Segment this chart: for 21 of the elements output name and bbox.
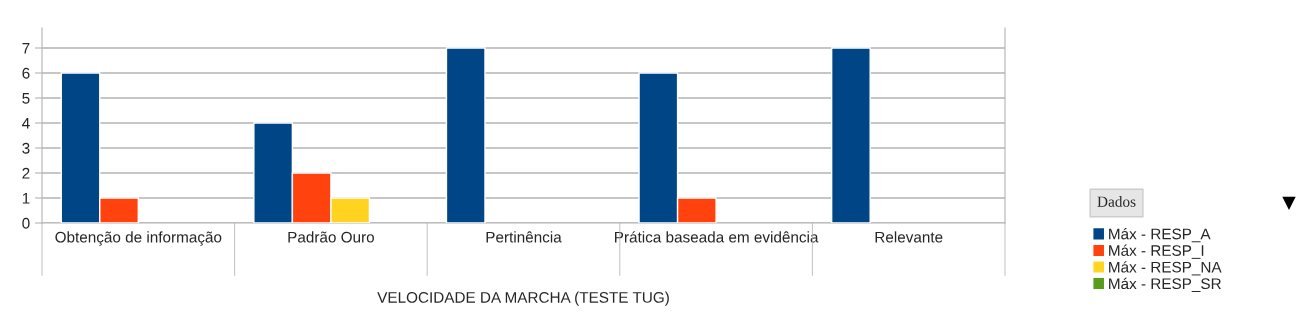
bar [830, 47, 871, 223]
x-tick-label: Relevante [875, 231, 943, 243]
y-tick-label: 2 [22, 167, 30, 179]
y-tick-label: 0 [22, 217, 30, 229]
legend-label: Máx - RESP_SR [1109, 277, 1221, 292]
y-tick-label: 6 [22, 67, 30, 79]
legend-label: Máx - RESP_A [1109, 227, 1211, 243]
y-tick-label: 5 [22, 93, 30, 104]
y-tick-label: 4 [22, 118, 30, 129]
y-tick-label: 7 [22, 43, 30, 54]
y-tick-label: 1 [22, 193, 30, 204]
x-tick-label: Prática baseada em evidência [615, 231, 819, 243]
legend-label: Máx - RESP_NA [1109, 261, 1222, 276]
x-tick-label: Pertinência [486, 231, 562, 243]
y-tick-label: 3 [22, 142, 30, 154]
bar [445, 47, 486, 223]
legend-label: Máx - RESP_I [1109, 244, 1204, 259]
x-tick-label: Obtenção de informação [55, 231, 222, 246]
x-tick-label: Padrão Ouro [288, 231, 374, 243]
x-axis-title: VELOCIDADE DA MARCHA (TESTE TUG) [377, 291, 669, 306]
legend-title: Dados [1097, 196, 1136, 207]
